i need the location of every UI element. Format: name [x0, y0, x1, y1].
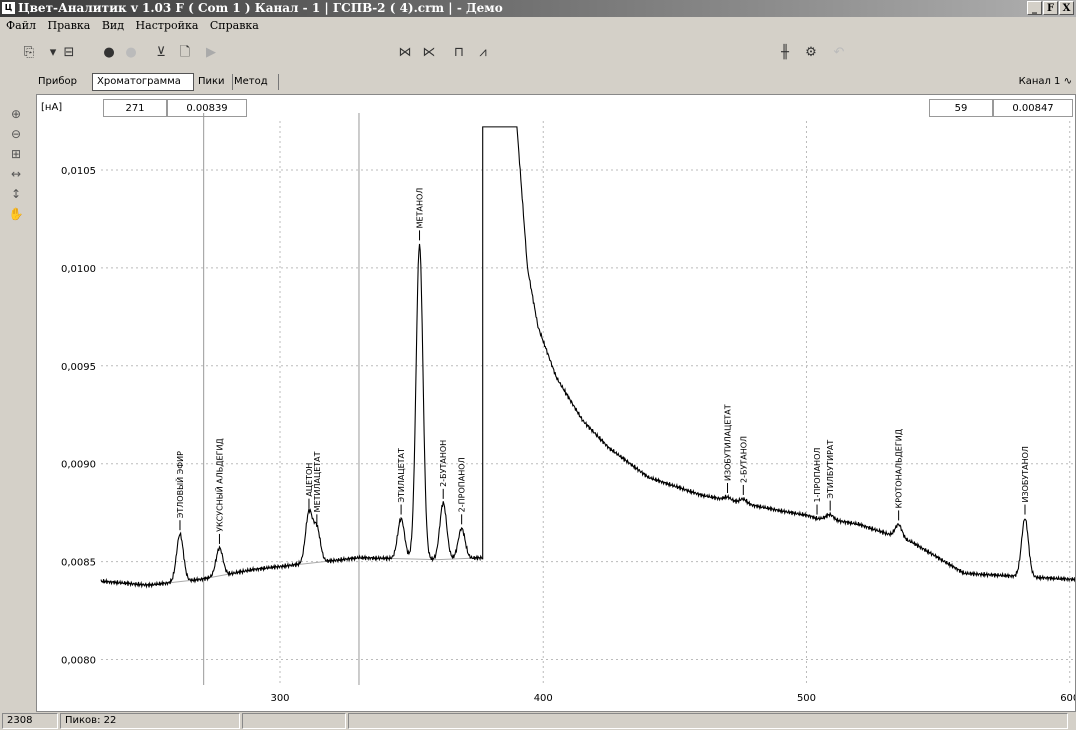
open-icon[interactable]: ⎘	[23, 45, 35, 60]
peak-label: ИЗОБУТАНОЛ	[1021, 446, 1030, 502]
peak-label: АЦЕТОН	[305, 463, 314, 497]
peak-label: ЭТЛОВЫЙ ЭФИР	[174, 451, 185, 518]
toolbar: ⎘ ▾ ⊟ ● ● ⊻ 🗋 ▶ ⋈ ⋉ ⊓ ⩘ ╫ ⚙ ↶	[0, 36, 1076, 72]
peak-label: 1-ПРОПАНОЛ	[813, 448, 822, 503]
signal-icon: ∿	[1063, 76, 1072, 87]
peak-label: 2-БУТАНОЛ	[739, 436, 748, 483]
hand-icon[interactable]: ✋	[8, 207, 24, 221]
integrate-icon[interactable]: ⩘	[479, 45, 487, 60]
y-tick-label: 0,0085	[61, 558, 96, 569]
peak-label: КРОТОНАЛЬДЕГИД	[895, 429, 904, 508]
zoom-toolbar: ⊕ ⊖ ⊞ ↔ ↕ ✋	[6, 104, 26, 224]
menu-view[interactable]: Вид	[101, 19, 125, 32]
window-title: Цвет-Аналитик v 1.03 F ( Com 1 ) Канал -…	[18, 1, 503, 15]
y-tick-label: 0,0090	[61, 460, 96, 471]
status-bar: 2308 Пиков: 22	[0, 712, 1076, 730]
cursor-right-value: 0.00847	[993, 99, 1073, 117]
status-position: 2308	[2, 713, 58, 729]
peak-label: УКСУСНЫЙ АЛЬДЕГИД	[213, 438, 224, 532]
horizontal-stretch-icon[interactable]: ↔	[10, 167, 22, 181]
status-empty-2	[348, 713, 1068, 729]
x-tick-label: 400	[534, 693, 553, 704]
peak-label: МЕТИЛАЦЕТАТ	[313, 451, 322, 512]
close-button[interactable]: X	[1059, 1, 1074, 15]
zoom-in-icon[interactable]: ⊕	[10, 107, 22, 121]
cursor-right-time: 59	[929, 99, 993, 117]
minimize-button[interactable]: _	[1027, 1, 1042, 15]
preview-icon[interactable]: 🗋	[179, 45, 191, 60]
peak-mark-icon[interactable]: ⋈	[398, 45, 412, 60]
status-peaks: Пиков: 22	[60, 713, 240, 729]
tab-chromatogram[interactable]: Хроматограмма	[92, 73, 194, 91]
undo-icon[interactable]: ↶	[833, 45, 845, 60]
peak-unmark-icon[interactable]: ⋉	[422, 45, 436, 60]
save-file-icon[interactable]: ⊟	[63, 45, 75, 60]
zoom-out-icon[interactable]: ⊖	[10, 127, 22, 141]
peak-label: ЭТИЛБУТИРАТ	[826, 440, 835, 499]
app-icon: Ц	[2, 2, 15, 14]
chart-svg: 300 400 500 600 0,0080 0,0085 0,0090 0,0095 0,01…	[61, 113, 1075, 704]
cursor-left-value: 0.00839	[167, 99, 247, 117]
menu-bar: Файл Правка Вид Настройка Справка	[0, 17, 1076, 35]
restore-button[interactable]: F	[1043, 1, 1058, 15]
check-icon[interactable]: ⊻	[156, 45, 166, 60]
unit-label: [нА]	[39, 99, 99, 117]
y-tick-label: 0,0095	[61, 362, 96, 373]
peak-label: МЕТАНОЛ	[416, 188, 425, 229]
y-tick-label: 0,0100	[61, 264, 96, 275]
vertical-stretch-icon[interactable]: ↕	[10, 187, 22, 201]
menu-settings[interactable]: Настройка	[135, 19, 199, 32]
y-tick-label: 0,0105	[61, 166, 96, 177]
play-icon[interactable]: ▶	[206, 45, 216, 60]
tab-peaks[interactable]: Пики	[194, 74, 233, 90]
save-icon[interactable]: ▾	[49, 45, 57, 60]
peak-label: 2-ПРОПАНОЛ	[458, 457, 467, 512]
tab-device[interactable]: Прибор	[34, 74, 95, 90]
stop-icon[interactable]: ●	[125, 45, 137, 60]
x-tick-label: 300	[270, 693, 289, 704]
title-bar: Ц Цвет-Аналитик v 1.03 F ( Com 1 ) Канал…	[0, 0, 1076, 17]
cursor-left-time: 271	[103, 99, 167, 117]
menu-file[interactable]: Файл	[6, 19, 37, 32]
peak-label: 2-БУТАНОН	[439, 440, 448, 487]
chromatogram-trace	[100, 126, 1075, 589]
window-controls: _ F X	[1027, 1, 1074, 15]
channel-label: Канал 1 ∿	[1019, 76, 1072, 87]
settings-icon[interactable]: ⚙	[805, 45, 817, 60]
x-tick-label: 600	[1060, 693, 1075, 704]
menu-help[interactable]: Справка	[209, 19, 259, 32]
record-icon[interactable]: ●	[103, 45, 115, 60]
status-empty-1	[242, 713, 346, 729]
split-icon[interactable]: ╫	[781, 45, 789, 60]
x-tick-label: 500	[797, 693, 816, 704]
tab-method[interactable]: Метод	[230, 74, 279, 90]
menu-edit[interactable]: Правка	[47, 19, 91, 32]
zoom-fit-icon[interactable]: ⊞	[10, 147, 22, 161]
baseline-icon[interactable]: ⊓	[453, 45, 465, 60]
peak-label: ЭТИЛАЦЕТАТ	[397, 448, 406, 503]
peak-label: ИЗОБУТИЛАЦЕТАТ	[724, 404, 733, 481]
y-tick-label: 0,0080	[61, 656, 96, 667]
chromatogram-plot[interactable]: [нА] 271 0.00839 59 0.00847 300 400 500 60 0…	[36, 94, 1076, 712]
channel-label-text: Канал 1	[1018, 76, 1061, 87]
